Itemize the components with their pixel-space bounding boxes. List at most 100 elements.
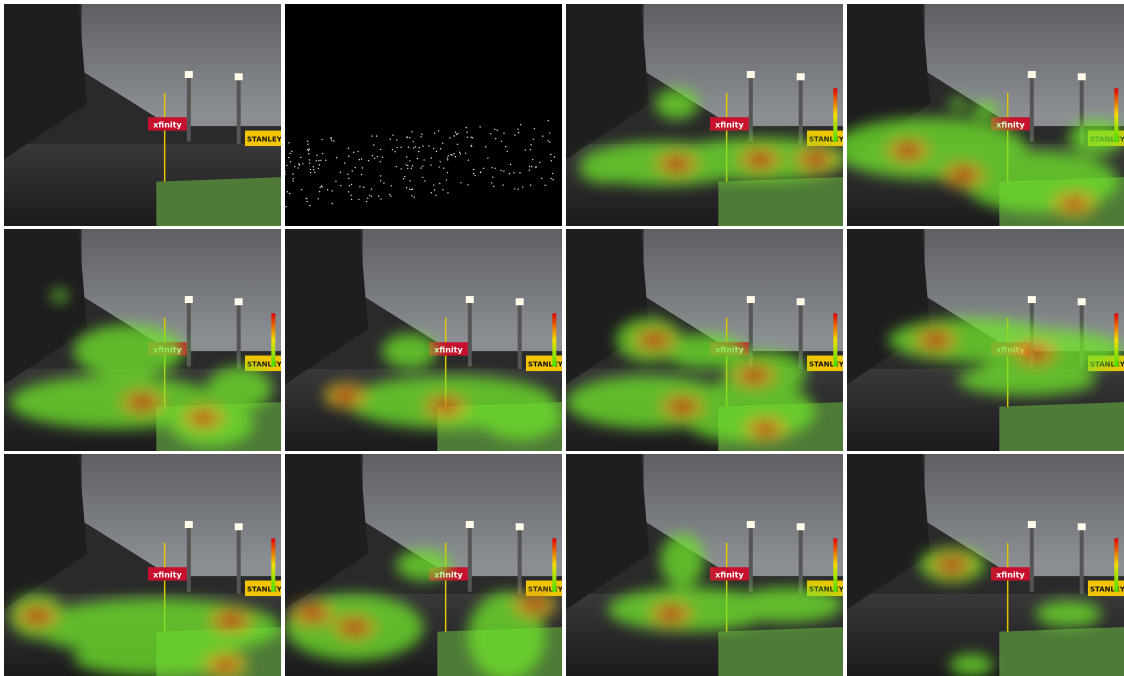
sign-text: xfinity [996, 120, 1025, 129]
edge-dot [377, 195, 380, 197]
edge-dot [553, 156, 556, 158]
edge-dot [371, 154, 374, 157]
light [234, 298, 243, 306]
edge-dot [331, 139, 333, 142]
edge-dot [373, 157, 376, 159]
light [746, 296, 755, 304]
edge-dot [309, 171, 312, 174]
edge-dot [292, 180, 294, 182]
heatmap [285, 549, 557, 676]
roof [566, 4, 650, 160]
edge-dot [433, 189, 436, 191]
heat-hot [523, 597, 546, 612]
heat-hot [952, 167, 975, 182]
edge-dot [418, 150, 420, 153]
light-tower [186, 525, 191, 592]
heat-area [51, 288, 68, 303]
light [1027, 71, 1036, 79]
heat-hot [754, 421, 777, 436]
heat-area [732, 587, 843, 623]
color-bar [271, 538, 276, 592]
edge-dot [367, 197, 369, 199]
edge-dot [435, 194, 437, 197]
edge-dot [494, 137, 497, 140]
edge-dot [394, 151, 396, 153]
sign-bg [244, 130, 281, 147]
edge-dot [503, 170, 505, 172]
light [184, 71, 193, 79]
edge-dot [335, 157, 338, 159]
heat-hot [643, 333, 666, 347]
edge-dot [381, 156, 384, 158]
heatmap [9, 593, 281, 676]
color-bar [833, 88, 838, 142]
edge-dot [354, 166, 356, 169]
edge-dot [389, 138, 392, 140]
edge-dot [359, 185, 361, 188]
edge-dot [298, 164, 301, 166]
light-tower [236, 527, 241, 594]
edge-dot [410, 167, 413, 170]
light [1077, 298, 1086, 306]
edge-dot [392, 134, 394, 136]
edge-dot [522, 186, 524, 188]
edge-dot [473, 172, 475, 175]
roof [847, 454, 931, 610]
edge-dot [375, 135, 378, 137]
edge-dot [472, 168, 475, 171]
edge-dot [503, 132, 505, 134]
edge-dot [450, 153, 452, 156]
edge-dot [428, 145, 430, 147]
edge-dot [326, 189, 329, 191]
edge-dot [430, 192, 432, 194]
edge-dot [439, 182, 441, 185]
edge-dot [298, 163, 300, 165]
color-bar [1114, 313, 1119, 367]
edge-dot [400, 168, 402, 170]
edge-dot [509, 163, 512, 166]
edge-dot [460, 182, 462, 184]
heat-hot [665, 156, 688, 171]
edge-dot [500, 140, 503, 143]
heatmap [579, 88, 843, 187]
edge-dot [383, 182, 385, 184]
edge-dot [285, 170, 286, 173]
edge-dot [519, 172, 521, 174]
color-bar [552, 313, 557, 367]
roof [4, 4, 88, 160]
roof [285, 454, 369, 610]
edge-dot [320, 159, 322, 162]
edge-dot [292, 173, 294, 175]
edge-dot [391, 148, 394, 151]
edge-dot [550, 177, 552, 180]
edge-dot [309, 162, 311, 164]
heat-hot [924, 333, 947, 347]
edge-dot [409, 160, 411, 162]
edge-dot [351, 170, 353, 172]
edge-dot [368, 194, 371, 197]
edge-dot [466, 131, 468, 133]
light [465, 521, 474, 529]
heat-area [73, 324, 185, 378]
light-tower [798, 302, 803, 369]
roof [847, 229, 931, 385]
edge-dot [541, 177, 543, 180]
field [718, 627, 843, 676]
edge-dot [289, 152, 291, 155]
field [999, 402, 1124, 451]
heat-hot [660, 606, 683, 621]
sign-text: STANLEY [809, 135, 845, 143]
sign-bg [710, 567, 749, 581]
edge-dot [479, 126, 481, 128]
edge-dot [339, 171, 342, 174]
edge-dot [350, 183, 353, 186]
edge-dot [517, 128, 519, 130]
edge-dot [544, 184, 546, 187]
edge-dot [474, 174, 476, 177]
roof [285, 229, 369, 385]
edge-dot [438, 166, 440, 168]
crowd [4, 137, 281, 226]
